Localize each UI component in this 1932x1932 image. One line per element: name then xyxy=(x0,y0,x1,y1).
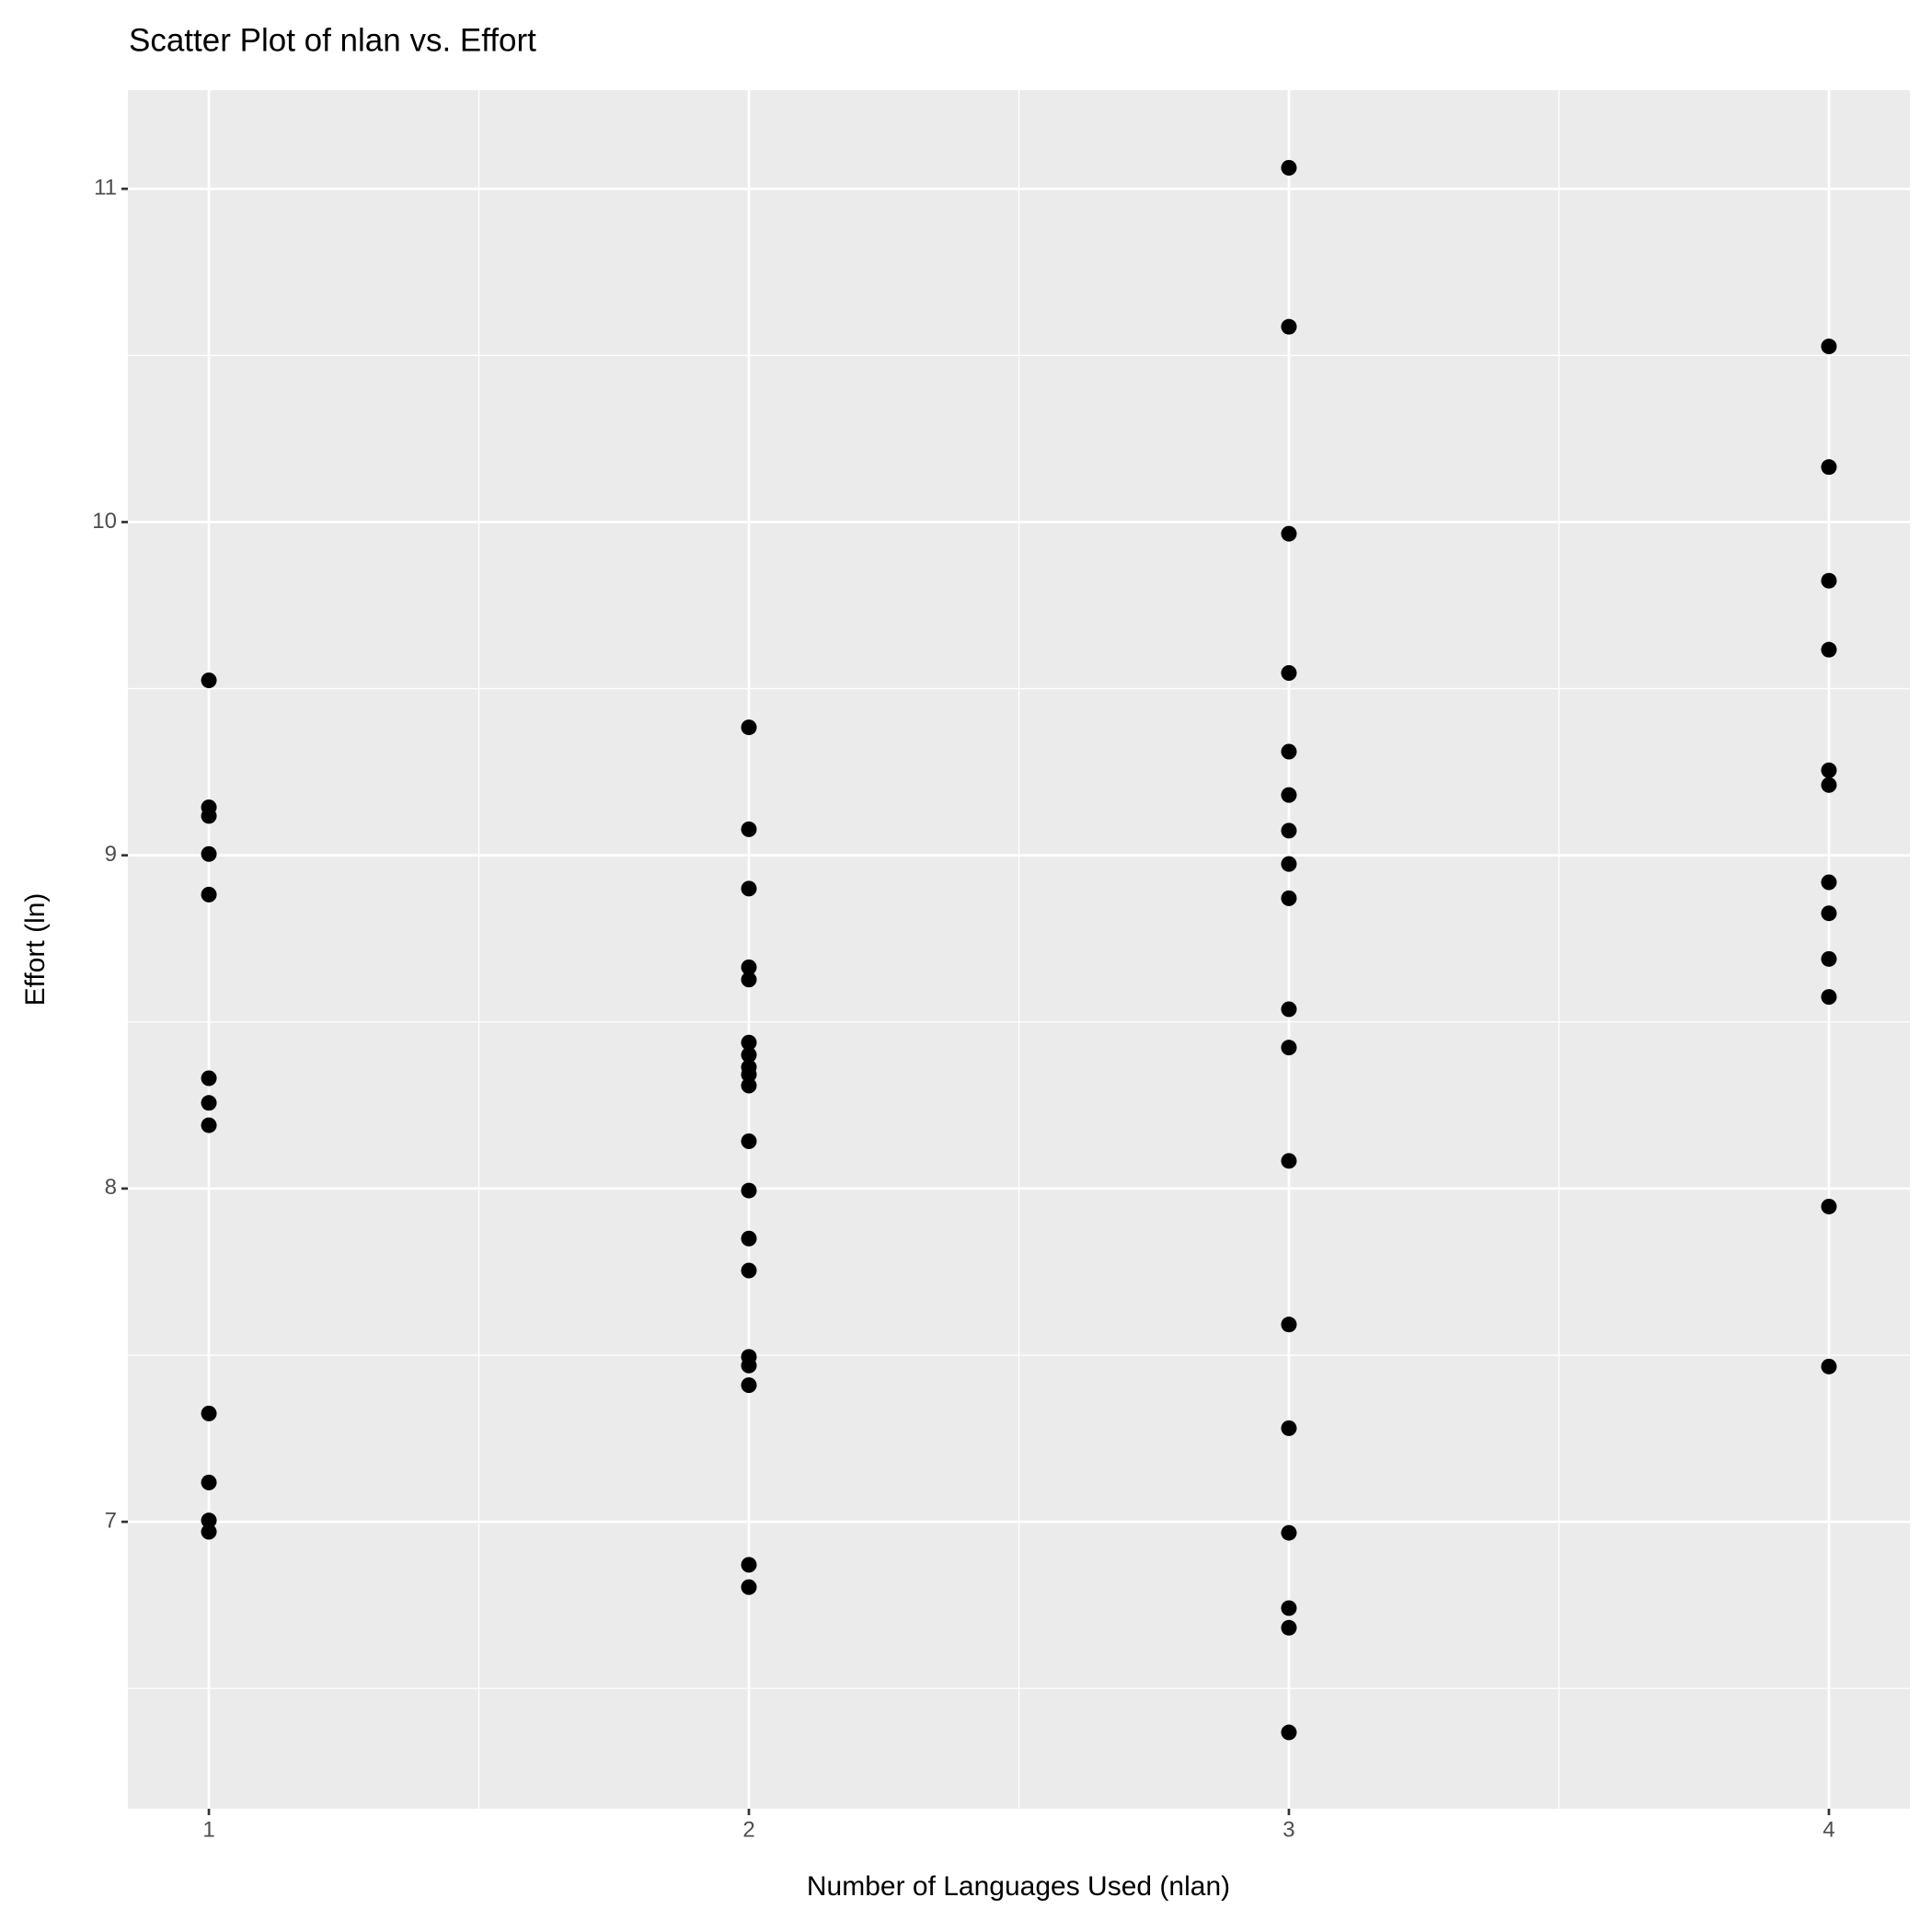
data-point xyxy=(1821,874,1837,891)
data-point xyxy=(741,959,757,975)
data-point xyxy=(201,1070,217,1087)
data-point xyxy=(741,1557,757,1573)
y-axis-title: Effort (ln) xyxy=(20,893,51,1006)
data-point xyxy=(201,886,217,903)
data-point xyxy=(741,1377,757,1394)
data-point xyxy=(1821,339,1837,355)
x-tick-label: 1 xyxy=(202,1817,214,1842)
data-point xyxy=(741,880,757,897)
y-tick-label: 7 xyxy=(105,1508,117,1533)
data-point xyxy=(1821,459,1837,476)
data-point xyxy=(1281,856,1297,872)
data-point xyxy=(1821,572,1837,589)
data-point xyxy=(1281,743,1297,760)
data-point xyxy=(741,1066,757,1083)
data-point xyxy=(1281,318,1297,335)
data-point xyxy=(201,1095,217,1111)
data-point xyxy=(741,1357,757,1374)
data-point xyxy=(741,1077,757,1094)
data-point xyxy=(201,1524,217,1540)
data-point xyxy=(1821,776,1837,793)
data-point xyxy=(1281,890,1297,906)
data-point xyxy=(741,1182,757,1199)
x-tick-label: 4 xyxy=(1823,1817,1834,1842)
data-point xyxy=(1821,1358,1837,1374)
x-tick-label: 3 xyxy=(1282,1817,1294,1842)
data-point xyxy=(201,808,217,824)
data-point xyxy=(1281,822,1297,839)
data-point xyxy=(1821,950,1837,967)
data-point xyxy=(1281,665,1297,682)
data-point xyxy=(741,1579,757,1595)
data-point xyxy=(1821,905,1837,922)
data-point xyxy=(1281,1153,1297,1169)
data-point xyxy=(1281,1040,1297,1056)
y-tick-label: 9 xyxy=(105,842,117,867)
data-point xyxy=(1281,1317,1297,1333)
data-point xyxy=(1281,1001,1297,1018)
data-point xyxy=(201,845,217,862)
data-point xyxy=(741,821,757,837)
data-point xyxy=(741,1047,757,1064)
data-point xyxy=(741,1034,757,1051)
data-point xyxy=(1281,159,1297,176)
data-point xyxy=(201,1405,217,1421)
data-point xyxy=(741,1230,757,1247)
data-point xyxy=(201,1512,217,1529)
data-point xyxy=(1821,641,1837,658)
data-point xyxy=(201,673,217,689)
data-point xyxy=(1821,1198,1837,1214)
x-axis-title: Number of Languages Used (nlan) xyxy=(807,1871,1230,1902)
data-point xyxy=(1281,1600,1297,1616)
data-point xyxy=(1281,787,1297,803)
data-point xyxy=(741,719,757,736)
data-point xyxy=(741,972,757,988)
data-point xyxy=(1281,1420,1297,1436)
data-point xyxy=(1281,1724,1297,1741)
chart-title: Scatter Plot of nlan vs. Effort xyxy=(129,22,536,58)
data-point xyxy=(1821,762,1837,778)
y-tick-label: 10 xyxy=(92,509,117,534)
data-point xyxy=(1281,525,1297,542)
data-point xyxy=(1821,989,1837,1006)
data-point xyxy=(201,1117,217,1133)
data-point xyxy=(1281,1619,1297,1636)
data-point xyxy=(741,1133,757,1149)
y-tick-label: 11 xyxy=(94,176,117,201)
x-tick-label: 2 xyxy=(742,1817,754,1842)
data-point xyxy=(201,1474,217,1490)
data-point xyxy=(741,1262,757,1279)
data-point xyxy=(1281,1524,1297,1541)
y-tick-label: 8 xyxy=(105,1175,117,1200)
